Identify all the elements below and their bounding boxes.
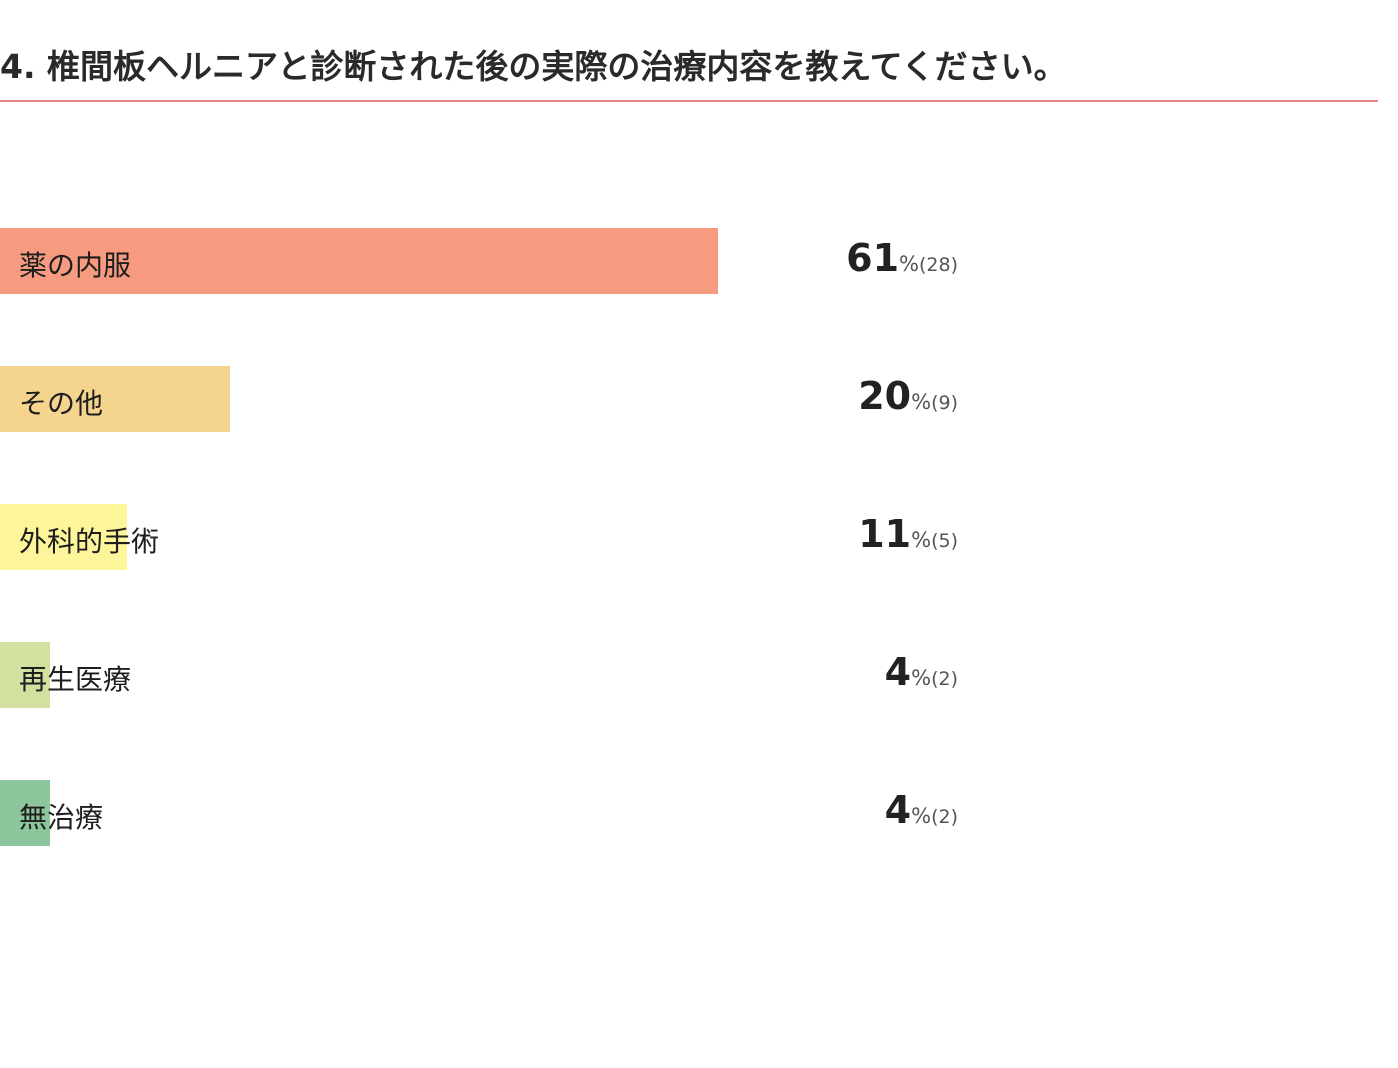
percent-value: 4: [884, 650, 912, 694]
bar: [0, 780, 50, 846]
percent-value: 20: [858, 374, 912, 418]
percent-value: 4: [884, 788, 912, 832]
bar: [0, 642, 50, 708]
percent-sign: %: [911, 666, 932, 690]
response-count: (2): [931, 806, 958, 828]
bar-label: その他: [19, 387, 104, 420]
bar-row-regenerative-medicine: 再生医療 4%(2): [0, 642, 1000, 708]
percent-sign: %: [911, 804, 932, 828]
bar-row-no-treatment: 無治療 4%(2): [0, 780, 1000, 846]
percent-sign: %: [911, 528, 932, 552]
percent-value: 11: [858, 512, 912, 556]
bar: [0, 366, 230, 432]
bar-label: 再生医療: [19, 663, 132, 696]
response-count: (2): [931, 668, 958, 690]
bar-label: 外科的手術: [19, 525, 160, 558]
percent-value: 61: [846, 236, 900, 280]
percent-sign: %: [911, 390, 932, 414]
bar-label: 薬の内服: [19, 249, 132, 282]
bar-value: 61%(28): [846, 236, 958, 288]
bar-row-medication: 薬の内服 61%(28): [0, 228, 1000, 294]
response-count: (9): [931, 392, 958, 414]
chart-title: 4. 椎間板ヘルニアと診断された後の実際の治療内容を教えてください。: [0, 47, 1067, 86]
bar-value: 4%(2): [885, 788, 958, 840]
bar: [0, 504, 127, 570]
response-count: (5): [931, 530, 958, 552]
bar-row-other: その他 20%(9): [0, 366, 1000, 432]
bar-row-surgery: 外科的手術 11%(5): [0, 504, 1000, 570]
bar-label: 無治療: [19, 801, 104, 834]
bar: [0, 228, 718, 294]
title-divider: [0, 100, 1378, 102]
bar-value: 11%(5): [858, 512, 958, 564]
bar-value: 4%(2): [885, 650, 958, 702]
percent-sign: %: [899, 252, 919, 276]
bar-value: 20%(9): [858, 374, 958, 426]
response-count: (28): [918, 254, 958, 276]
